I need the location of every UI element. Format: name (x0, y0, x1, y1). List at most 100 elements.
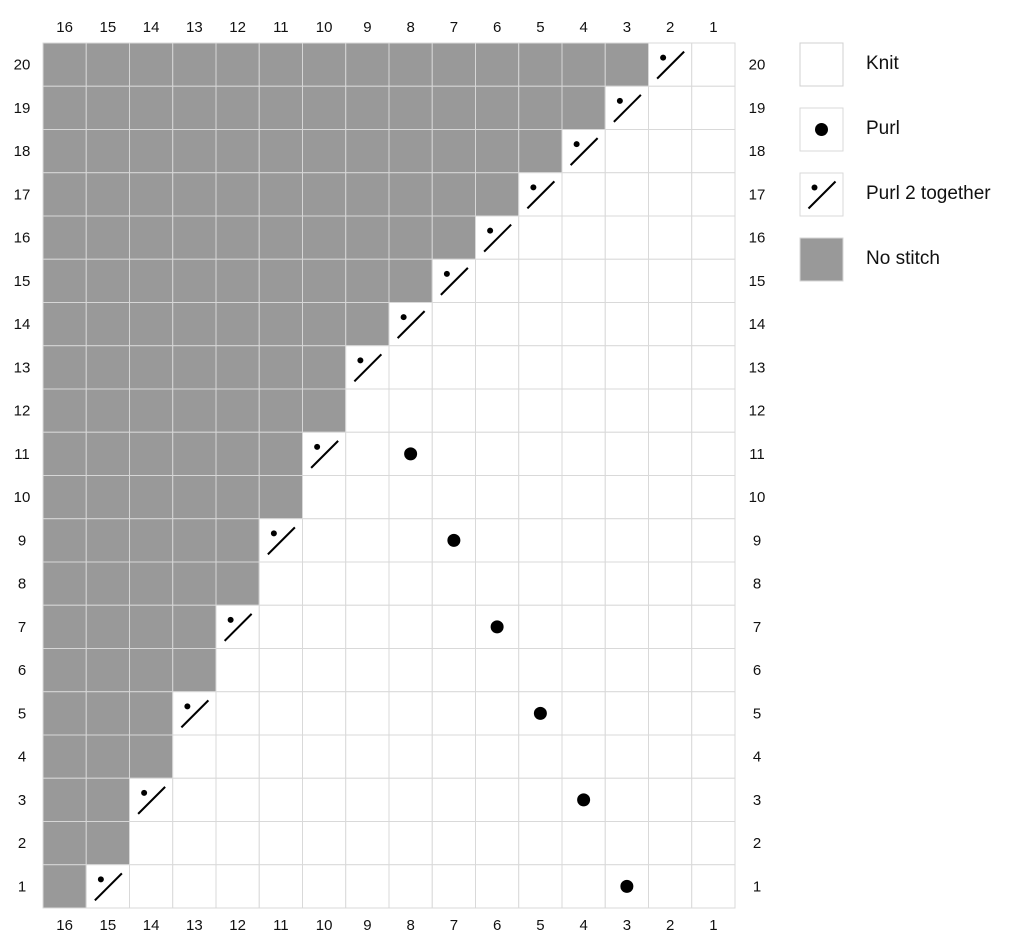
stitch-cell (691, 475, 736, 520)
row-label-right: 8 (753, 576, 761, 593)
stitch-cell (345, 475, 390, 520)
stitch-cell (691, 258, 736, 303)
legend-item: Purl (799, 107, 900, 152)
no-stitch-cell (172, 431, 217, 476)
no-stitch-cell (215, 388, 260, 433)
no-stitch-cell (215, 302, 260, 347)
no-stitch-cell (129, 734, 174, 779)
stitch-cell (604, 777, 649, 822)
p2tog-dot (616, 97, 623, 104)
column-label-top: 2 (666, 19, 674, 36)
column-label-bottom: 10 (316, 917, 333, 934)
no-stitch-cell (215, 431, 260, 476)
grid-labels: 1616151514141313121211111010998877665544… (14, 19, 766, 934)
row-label-left: 16 (14, 230, 31, 247)
stitch-cell (431, 691, 476, 736)
row-label-left: 11 (14, 446, 30, 463)
p2tog-slash (613, 94, 642, 123)
row-label-left: 3 (18, 792, 26, 809)
no-stitch-cell (215, 475, 260, 520)
column-label-bottom: 11 (273, 917, 289, 934)
no-stitch-cell (561, 42, 606, 87)
stitch-cell (431, 475, 476, 520)
no-stitch-cell (42, 431, 87, 476)
no-stitch-cell (388, 215, 433, 260)
stitch-cell (345, 518, 390, 563)
no-stitch-cell (172, 518, 217, 563)
no-stitch-cell (431, 42, 476, 87)
stitch-cell (302, 734, 347, 779)
row-label-left: 20 (14, 57, 31, 74)
no-stitch-cell (302, 388, 347, 433)
no-stitch-cell (42, 345, 87, 390)
no-stitch-cell (172, 302, 217, 347)
stitch-cell (561, 345, 606, 390)
no-stitch-cell (475, 172, 520, 217)
stitch-cell (561, 215, 606, 260)
row-label-left: 14 (14, 316, 31, 333)
p2tog-slash (526, 180, 556, 210)
no-stitch-cell (388, 85, 433, 130)
no-stitch-cell (799, 237, 844, 282)
row-label-left: 19 (14, 100, 31, 117)
no-stitch-cell (129, 85, 174, 130)
no-stitch-cell (172, 561, 217, 606)
row-label-left: 15 (14, 273, 31, 290)
column-label-bottom: 9 (363, 917, 371, 934)
stitch-cell (172, 864, 217, 909)
p2tog-slash (483, 223, 512, 253)
no-stitch-cell (172, 648, 217, 693)
no-stitch-cell (129, 215, 174, 260)
column-label-top: 16 (56, 19, 73, 36)
no-stitch-cell (85, 475, 130, 520)
stitch-cell (604, 215, 649, 260)
no-stitch-cell (215, 172, 260, 217)
row-label-right: 7 (753, 619, 761, 636)
column-label-bottom: 13 (186, 917, 203, 934)
no-stitch-cell (129, 648, 174, 693)
no-stitch-cell (129, 129, 174, 174)
p2tog-dot (487, 227, 494, 234)
column-label-top: 5 (536, 19, 544, 36)
stitch-cell (561, 518, 606, 563)
no-stitch-cell (85, 172, 130, 217)
no-stitch-cell (129, 345, 174, 390)
stitch-cell (215, 864, 260, 909)
column-label-top: 8 (406, 19, 414, 36)
column-label-top: 10 (316, 19, 333, 36)
stitch-cell (561, 864, 606, 909)
stitch-cell (561, 258, 606, 303)
legend-label: Knit (866, 53, 899, 74)
stitch-cell (648, 302, 693, 347)
stitch-cell (258, 821, 303, 866)
no-stitch-cell (345, 302, 390, 347)
no-stitch-cell (172, 604, 217, 649)
no-stitch-cell (258, 431, 303, 476)
stitch-cell (691, 864, 736, 909)
no-stitch-cell (215, 215, 260, 260)
no-stitch-cell (518, 85, 563, 130)
stitch-cell (648, 648, 693, 693)
row-label-left: 2 (18, 835, 26, 852)
stitch-cell (648, 388, 693, 433)
no-stitch-cell (42, 85, 87, 130)
stitch-cell (604, 734, 649, 779)
stitch-cell (345, 388, 390, 433)
stitch-cell (561, 431, 606, 476)
no-stitch-cell (129, 475, 174, 520)
stitch-cell (345, 821, 390, 866)
stitch-cell (345, 648, 390, 693)
column-label-bottom: 12 (229, 917, 246, 934)
no-stitch-cell (85, 345, 130, 390)
no-stitch-cell (172, 129, 217, 174)
p2tog-slash (267, 526, 296, 556)
row-label-right: 20 (749, 57, 766, 74)
no-stitch-cell (258, 475, 303, 520)
p2tog-dot (443, 270, 450, 277)
p2tog-slash (656, 50, 685, 80)
row-label-left: 4 (18, 749, 26, 766)
stitch-cell (561, 388, 606, 433)
stitch-cell (691, 85, 736, 130)
stitch-cell (345, 431, 390, 476)
no-stitch-cell (258, 302, 303, 347)
